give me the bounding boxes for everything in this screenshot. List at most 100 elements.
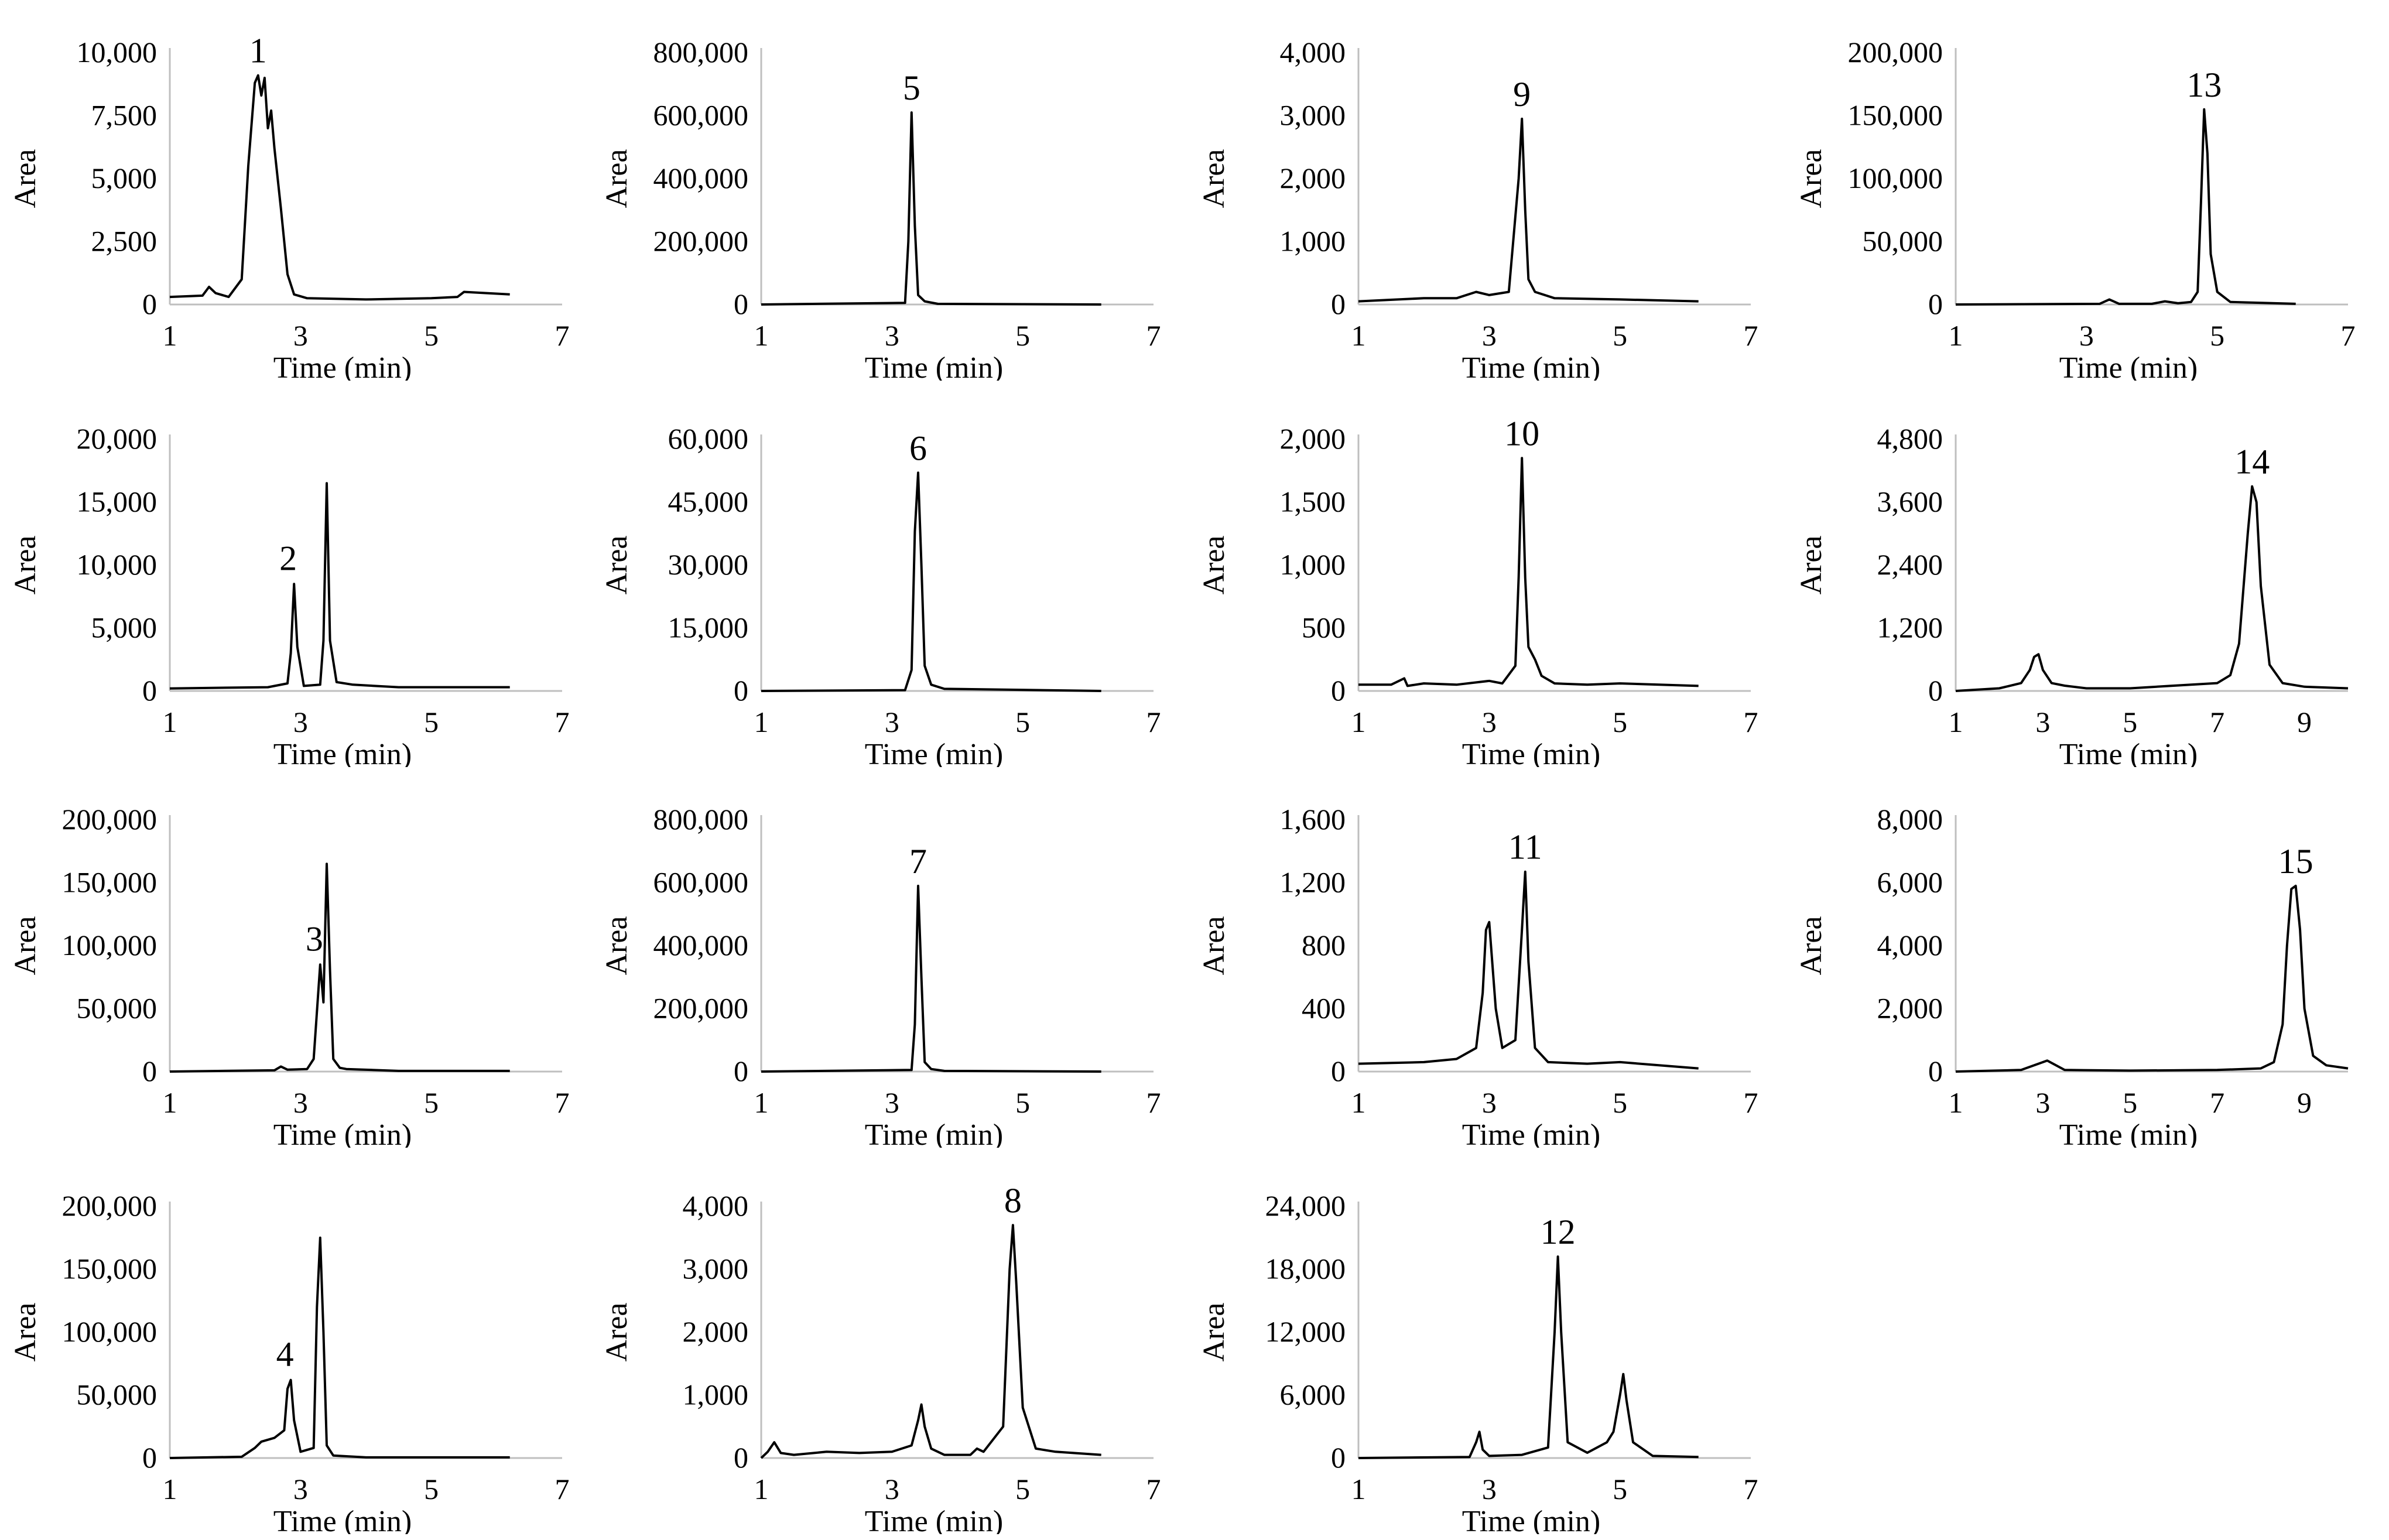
y-tick-label: 2,000 [1280, 422, 1346, 455]
peak-label: 9 [1513, 75, 1531, 114]
x-tick-label: 7 [1744, 1473, 1758, 1505]
x-axis-title: Time (min) [273, 738, 412, 767]
y-tick-label: 0 [1331, 1441, 1346, 1474]
x-tick-label: 3 [885, 706, 899, 738]
chromatogram-trace [1955, 485, 2349, 692]
y-tick-label: 20,000 [77, 422, 158, 455]
y-tick-label: 4,000 [1280, 36, 1346, 69]
peak-label: 15 [2278, 842, 2313, 881]
x-tick-label: 1 [1949, 706, 1963, 738]
x-tick-label: 1 [163, 706, 177, 738]
y-axis-title: Area [1197, 149, 1231, 208]
x-tick-label: 3 [2035, 1086, 2050, 1119]
y-tick-label: 2,000 [1280, 162, 1346, 194]
x-tick-label: 7 [2210, 706, 2224, 738]
chromatogram-panel-10: 0 500 1,000 1,500 2,000 1 3 5 7 Time (min) Area 10 [1189, 392, 1774, 771]
y-axis-title: Area [1197, 535, 1231, 594]
y-tick-label: 200,000 [653, 225, 749, 258]
chromatogram-panel-12: 0 6,000 12,000 18,000 24,000 1 3 5 7 Time (min) Ar… [1189, 1159, 1774, 1538]
chart-svg: 0 500 1,000 1,500 2,000 1 3 5 7 Time (min) Area 10 [1197, 414, 1758, 771]
y-tick-label: 2,000 [1877, 992, 1943, 1025]
x-tick-label: 1 [1351, 706, 1366, 738]
x-tick-label: 7 [2210, 1086, 2224, 1119]
y-tick-label: 0 [1928, 288, 1943, 320]
x-axis-title: Time (min) [2059, 351, 2198, 381]
y-tick-label: 8,000 [1877, 803, 1943, 836]
x-axis-title: Time (min) [2059, 1118, 2198, 1148]
x-tick-label: 7 [1146, 1086, 1161, 1119]
y-tick-label: 2,500 [91, 225, 158, 258]
y-axis-title: Area [1197, 1302, 1231, 1361]
peak-label: 12 [1541, 1213, 1576, 1251]
x-tick-label: 1 [1949, 1086, 1963, 1119]
y-tick-label: 600,000 [653, 99, 749, 132]
y-tick-label: 100,000 [62, 1315, 158, 1348]
x-tick-label: 3 [1482, 1086, 1497, 1119]
y-tick-label: 0 [1331, 674, 1346, 707]
chromatogram-trace [169, 863, 510, 1073]
y-axis-title: Area [1795, 149, 1828, 208]
x-tick-label: 7 [555, 1086, 570, 1119]
chromatogram-panel-9: 0 1,000 2,000 3,000 4,000 1 3 5 7 Time (min) Area 9 [1189, 6, 1774, 385]
x-tick-label: 7 [555, 706, 570, 738]
chromatogram-panel-14: 0 1,200 2,400 3,600 4,800 1 3 5 7 9 Time (min) Area… [1786, 392, 2371, 771]
x-tick-label: 7 [1146, 706, 1161, 738]
y-axis-title: Area [600, 535, 634, 594]
y-tick-label: 1,000 [683, 1378, 749, 1411]
y-axis-title: Area [600, 916, 634, 975]
x-tick-label: 3 [293, 1473, 308, 1505]
y-tick-label: 500 [1302, 611, 1346, 644]
y-tick-label: 50,000 [77, 992, 158, 1025]
y-tick-label: 200,000 [62, 1189, 158, 1222]
y-tick-label: 0 [734, 288, 748, 320]
x-tick-label: 1 [1351, 319, 1366, 352]
y-tick-label: 150,000 [62, 866, 158, 899]
peak-label: 10 [1504, 414, 1539, 453]
chromatogram-panel-8: 0 1,000 2,000 3,000 4,000 1 3 5 7 Time (min) Area 8 [591, 1159, 1177, 1538]
x-tick-label: 3 [885, 1086, 899, 1119]
chart-svg: 0 400 800 1,200 1,600 1 3 5 7 Time (min) Area 11 [1197, 803, 1758, 1152]
x-axis-title: Time (min) [1462, 351, 1600, 381]
y-tick-label: 60,000 [668, 422, 749, 455]
x-tick-label: 1 [1351, 1086, 1366, 1119]
chromatogram-panel-5: 0 200,000 400,000 600,000 800,000 1 3 5 7 Time (m… [591, 6, 1177, 385]
y-tick-label: 150,000 [1848, 99, 1943, 132]
x-tick-label: 1 [163, 1086, 177, 1119]
y-tick-label: 800 [1302, 929, 1346, 961]
y-tick-label: 7,500 [91, 99, 158, 132]
x-tick-label: 9 [2297, 1086, 2312, 1119]
y-tick-label: 5,000 [91, 162, 158, 194]
x-tick-label: 3 [2035, 706, 2050, 738]
y-tick-label: 5,000 [91, 611, 158, 644]
x-axis-title: Time (min) [1462, 1118, 1600, 1148]
y-tick-label: 600,000 [653, 866, 749, 899]
chromatogram-panel-1: 0 2,500 5,000 7,500 10,000 1 3 5 7 Time (min) Area… [0, 6, 586, 385]
y-tick-label: 18,000 [1265, 1252, 1346, 1285]
y-tick-label: 0 [734, 1055, 748, 1087]
chromatogram-trace [1358, 117, 1699, 303]
x-tick-label: 3 [2079, 319, 2094, 352]
x-tick-label: 7 [1146, 1473, 1161, 1505]
x-tick-label: 5 [424, 1473, 439, 1505]
x-tick-label: 7 [1744, 319, 1758, 352]
y-tick-label: 100,000 [1848, 162, 1943, 194]
chromatogram-trace [169, 482, 510, 690]
chromatogram-trace [1955, 108, 2296, 306]
y-tick-label: 50,000 [77, 1378, 158, 1411]
y-tick-label: 50,000 [1863, 225, 1943, 258]
chart-svg: 0 6,000 12,000 18,000 24,000 1 3 5 7 Time (min) Ar… [1197, 1189, 1758, 1538]
y-tick-label: 0 [734, 1441, 748, 1474]
x-tick-label: 5 [424, 706, 439, 738]
chromatogram-panel-3: 0 50,000 100,000 150,000 200,000 1 3 5 7 Time (mi… [0, 773, 586, 1152]
y-tick-label: 400 [1302, 992, 1346, 1025]
peak-label: 7 [909, 842, 927, 881]
x-tick-label: 9 [2297, 706, 2312, 738]
x-tick-label: 5 [1015, 706, 1030, 738]
y-tick-label: 150,000 [62, 1252, 158, 1285]
y-axis-title: Area [9, 916, 42, 975]
peak-label: 2 [279, 539, 297, 577]
x-axis-title: Time (min) [273, 1118, 412, 1148]
